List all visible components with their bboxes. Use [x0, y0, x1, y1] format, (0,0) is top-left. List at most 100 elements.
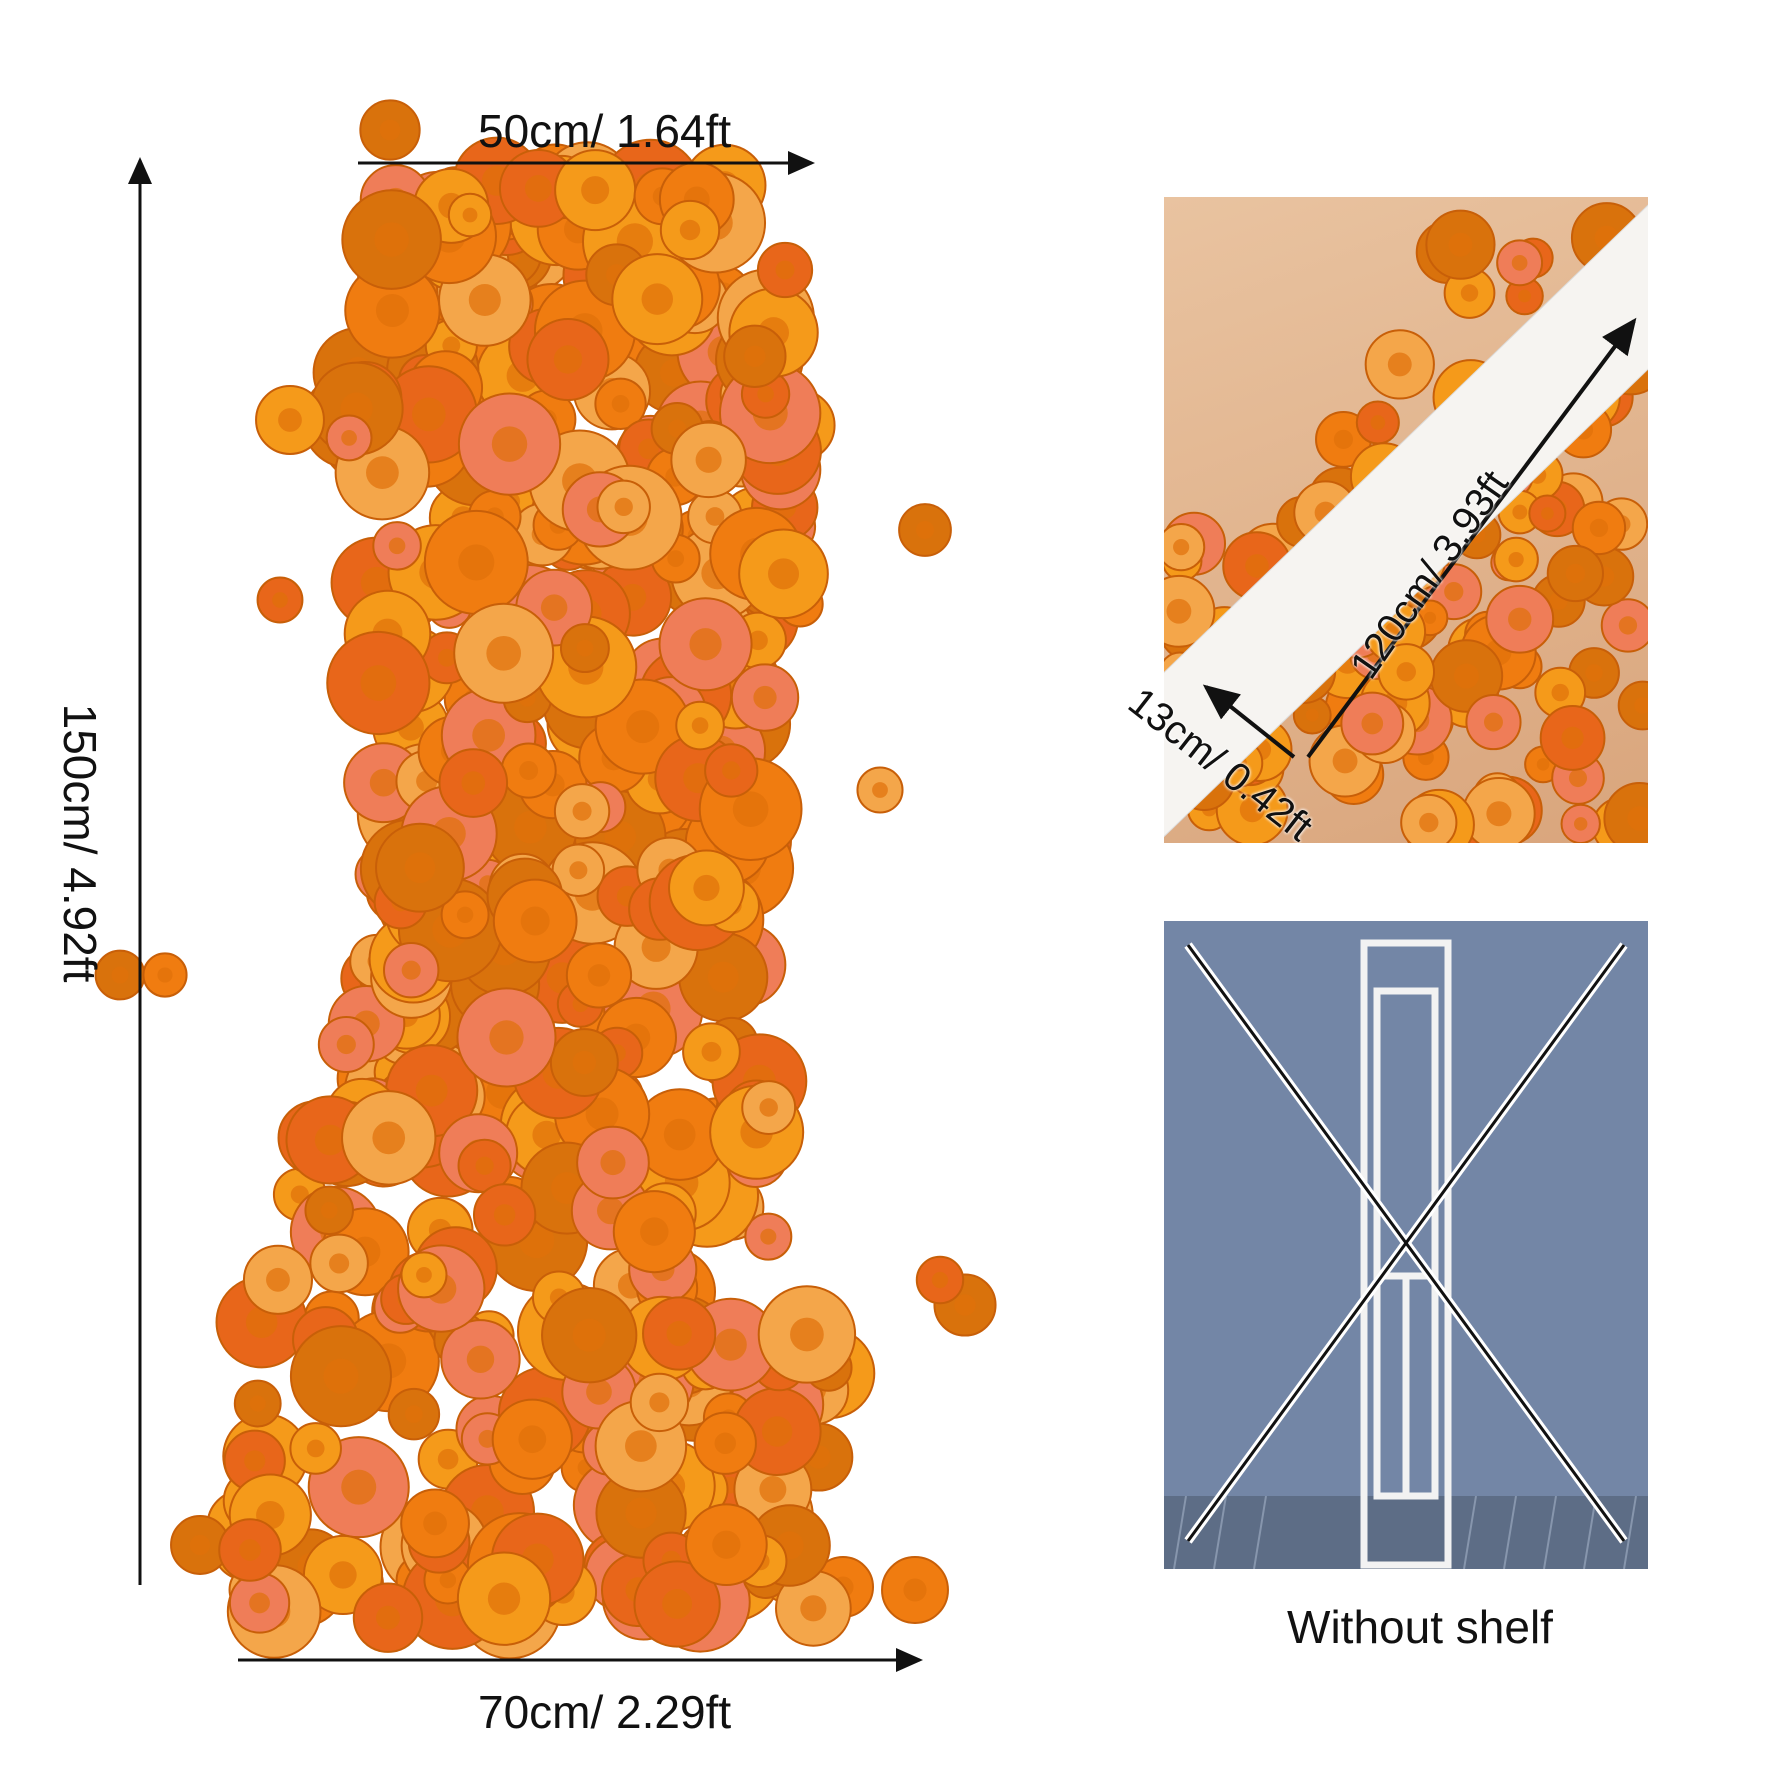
flower-center — [375, 293, 409, 328]
flower-center — [611, 394, 630, 413]
flower-center — [915, 520, 935, 540]
flower-center — [667, 550, 685, 567]
flower-center — [722, 761, 741, 780]
flower-center — [625, 1430, 657, 1462]
flower-center — [585, 1097, 619, 1131]
flower-center — [1423, 611, 1437, 624]
flower-center — [472, 718, 506, 752]
flower-center — [514, 810, 547, 844]
flower-center — [437, 1448, 459, 1470]
flower-center — [489, 1020, 524, 1055]
flower-center — [712, 1530, 741, 1559]
flower-center — [753, 685, 777, 710]
flower-center — [376, 1605, 400, 1630]
flower-center — [1568, 769, 1588, 788]
flower-center — [1370, 415, 1386, 430]
flower-center — [768, 558, 800, 590]
flower-center — [587, 964, 611, 987]
flower-center — [1627, 806, 1648, 831]
flower-center — [439, 1571, 457, 1589]
flower-center — [1508, 551, 1524, 568]
flower-center — [903, 1578, 927, 1602]
flower-center — [341, 1469, 377, 1505]
flower-center — [691, 717, 709, 734]
flower-center — [1419, 812, 1439, 833]
flower-center — [931, 1271, 949, 1289]
top-width-label: 50cm/ 1.64ft — [478, 105, 732, 157]
flower-center — [314, 1124, 346, 1156]
flower-center — [189, 1534, 211, 1556]
flower-center — [1305, 708, 1319, 722]
flower-center — [411, 397, 446, 432]
flower-center — [272, 592, 288, 608]
flower-center — [405, 1405, 423, 1423]
flower-center — [1396, 662, 1416, 682]
flower-center — [576, 639, 594, 657]
flower-center — [759, 1098, 778, 1117]
flower-center — [679, 219, 701, 241]
flower-center — [532, 1120, 561, 1150]
flower-center — [649, 1392, 670, 1413]
flower-center — [1239, 797, 1265, 823]
flower-center — [475, 1156, 494, 1175]
flower-center — [518, 1425, 547, 1454]
flower-center — [760, 1228, 777, 1245]
shelf-photo — [1164, 921, 1648, 1569]
flower-center — [1541, 507, 1554, 520]
flower-center — [278, 408, 302, 432]
flower-center — [1634, 697, 1648, 714]
flower-center — [1511, 254, 1528, 271]
flower-center — [1387, 352, 1412, 377]
flower-center — [493, 1204, 516, 1226]
flower-center — [759, 1475, 787, 1503]
flower-center — [572, 1050, 597, 1075]
flower-center — [329, 1561, 357, 1589]
flower-center — [415, 1074, 448, 1107]
flower-center — [369, 768, 398, 797]
flower-center — [1536, 758, 1550, 771]
flower-center — [748, 630, 768, 651]
flower-center — [790, 1317, 824, 1352]
flower-center — [266, 1267, 290, 1292]
flower-center — [379, 119, 401, 141]
flower-center — [614, 497, 633, 517]
flower-center — [600, 1150, 626, 1176]
flower-center — [341, 430, 357, 446]
flower-center — [456, 906, 474, 924]
flower-center — [1512, 504, 1528, 520]
flower-center — [689, 628, 722, 661]
flower-center — [1618, 616, 1638, 635]
flower-center — [520, 906, 550, 936]
flower-center — [462, 207, 478, 223]
flower-center — [466, 1345, 495, 1374]
flower-center — [625, 1497, 657, 1529]
flower-center — [1245, 554, 1269, 578]
shelf-frame — [1360, 939, 1452, 1569]
flower-center — [519, 761, 539, 780]
flower-center — [569, 861, 588, 880]
flower-center — [800, 1595, 827, 1622]
flower-center — [366, 456, 399, 489]
flower-center — [744, 345, 766, 368]
flower-center — [693, 874, 720, 902]
flower-center — [1589, 518, 1609, 538]
flower-center — [638, 438, 659, 460]
flower-center — [320, 1202, 338, 1219]
flower-center — [1448, 232, 1473, 257]
flower-center — [1573, 817, 1588, 831]
flower-center — [388, 537, 406, 555]
flower-center — [540, 594, 568, 621]
flower-center — [487, 1582, 521, 1615]
flower-center — [401, 960, 421, 980]
flower-center — [404, 852, 436, 884]
flower-center — [1585, 664, 1603, 682]
flower-center — [1486, 801, 1512, 827]
flower-center — [1453, 663, 1479, 689]
flower-center — [775, 260, 795, 280]
flower-center — [1173, 539, 1190, 556]
flower-center — [1361, 712, 1384, 735]
flower-center — [329, 1253, 350, 1274]
flower-center — [757, 385, 774, 403]
flower-center — [458, 544, 495, 581]
flower-center — [553, 345, 583, 374]
